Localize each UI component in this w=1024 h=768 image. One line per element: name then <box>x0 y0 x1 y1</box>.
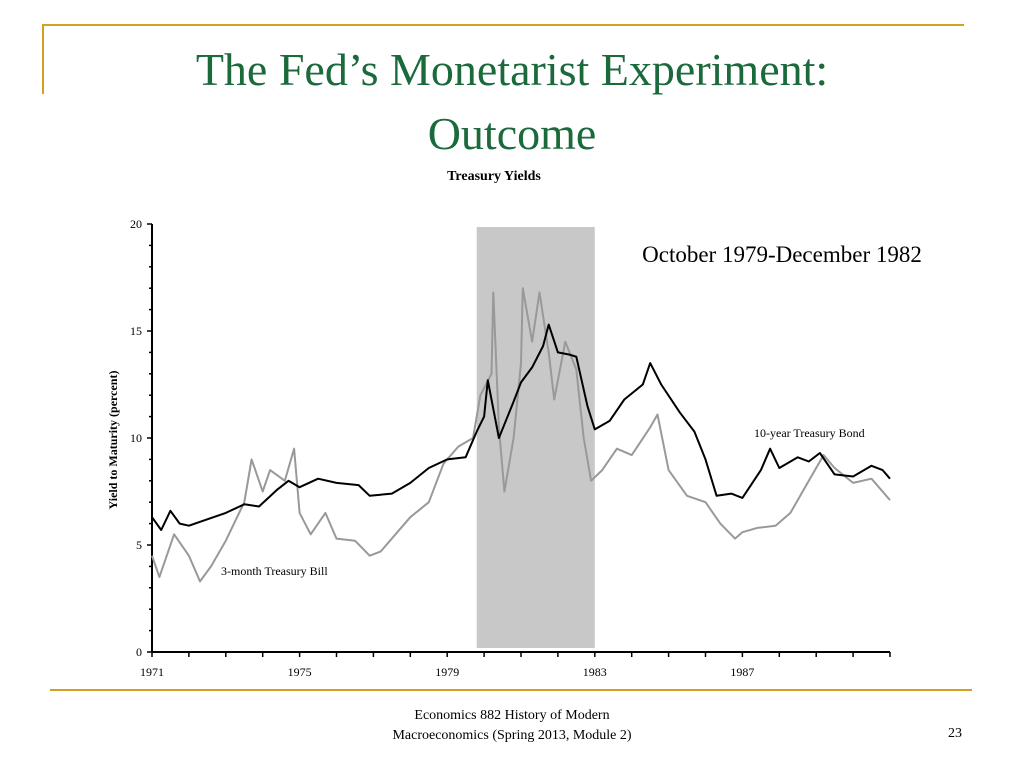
x-tick-label: 1987 <box>730 665 754 679</box>
top-rule <box>44 24 964 26</box>
x-tick-label: 1983 <box>583 665 607 679</box>
y-tick-label: 20 <box>130 217 142 231</box>
y-tick-label: 0 <box>136 645 142 659</box>
x-axis: 1971 1975 1979 1983 1987 <box>140 651 891 679</box>
y-tick-label: 5 <box>136 538 142 552</box>
series-label-bond: 10-year Treasury Bond <box>754 426 865 440</box>
shaded-period-label: October 1979-December 1982 <box>642 242 922 267</box>
x-tick-label: 1971 <box>140 665 164 679</box>
shaded-period <box>476 227 595 648</box>
x-tick-label: 1975 <box>288 665 312 679</box>
footer-line1: Economics 882 History of Modern <box>414 708 610 723</box>
x-tick-label: 1979 <box>435 665 459 679</box>
slide-title-line1: The Fed’s Monetarist Experiment: <box>195 44 829 95</box>
y-axis-label: Yield to Maturity (percent) <box>106 371 120 510</box>
page-number: 23 <box>948 726 962 741</box>
y-axis: 0 5 10 15 20 <box>130 217 153 659</box>
left-rule <box>42 24 44 94</box>
series-line-bond <box>151 323 891 531</box>
slide-footer: Economics 882 History of Modern Macroeco… <box>300 706 724 746</box>
chart-title: Treasury Yields <box>447 169 541 184</box>
series-line-bill <box>151 287 891 583</box>
series-layer <box>151 287 891 583</box>
footer-line2: Macroeconomics (Spring 2013, Module 2) <box>392 728 632 743</box>
y-tick-label: 15 <box>130 324 142 338</box>
y-tick-label: 10 <box>130 431 142 445</box>
series-label-bill: 3-month Treasury Bill <box>221 564 328 578</box>
bottom-rule <box>50 689 972 691</box>
slide-title-line2: Outcome <box>427 108 597 159</box>
